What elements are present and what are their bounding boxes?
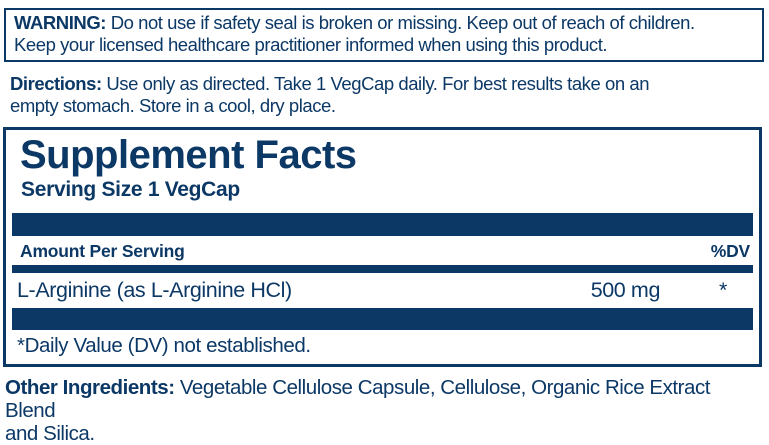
directions-label: Directions: [10,73,102,94]
warning-line-1: Do not use if safety seal is broken or m… [110,12,695,33]
serving-size: Serving Size 1 VegCap [21,178,240,201]
supplement-label-page: WARNING: Do not use if safety seal is br… [0,8,769,445]
other-ingredients-label: Other Ingredients: [5,376,175,399]
divider-bar-thin [12,265,753,273]
dv-footnote: *Daily Value (DV) not established. [17,334,311,357]
other-ingredients-text: Other Ingredients: Vegetable Cellulose C… [5,376,763,445]
warning-text: WARNING: Do not use if safety seal is br… [14,12,756,56]
nutrient-amount: 500 mg [590,278,661,302]
nutrient-dv: * [719,278,727,302]
supplement-facts-panel: Supplement Facts Serving Size 1 VegCap A… [3,127,762,367]
directions-line-1: Use only as directed. Take 1 VegCap dail… [106,73,650,94]
facts-table-header: Amount Per Serving %DV [12,236,753,265]
warning-box: WARNING: Do not use if safety seal is br… [4,8,764,62]
directions-text: Directions: Use only as directed. Take 1… [10,73,761,117]
column-percent-dv: %DV [710,241,750,261]
supplement-facts-title: Supplement Facts [20,133,357,177]
nutrient-name: L-Arginine (as L-Arginine HCl) [17,278,292,302]
warning-line-2: Keep your licensed healthcare practition… [14,34,608,55]
directions-line-2: empty stomach. Store in a cool, dry plac… [10,95,336,116]
other-ingredients-line-2: and Silica. [5,422,95,445]
table-row: L-Arginine (as L-Arginine HCl) 500 mg * [12,273,753,308]
other-ingredients-line-1: Vegetable Cellulose Capsule, Cellulose, … [5,376,711,422]
divider-bar-thick-top [12,213,753,236]
warning-label: WARNING: [14,12,106,33]
column-amount-per-serving: Amount Per Serving [20,241,185,261]
divider-bar-thick-bottom [12,308,753,330]
